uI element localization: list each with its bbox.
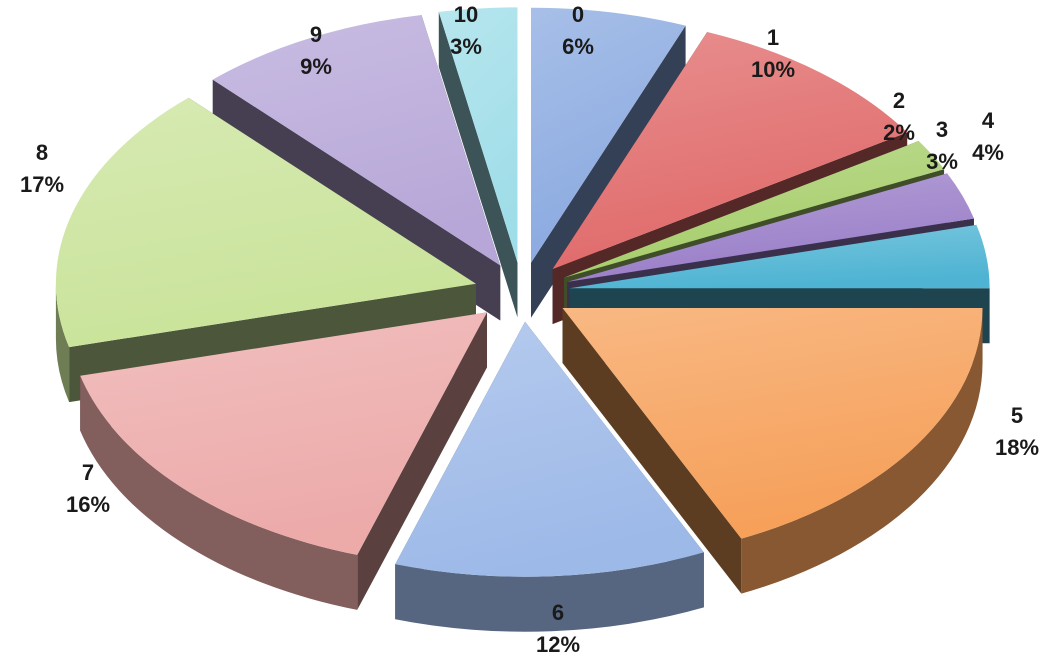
pie-label-6: 6 12% (536, 600, 580, 657)
pie-slice-5-rim (741, 307, 983, 594)
pie-label-0: 0 6% (562, 2, 594, 59)
pie-label-percent: 10% (751, 57, 795, 82)
pie-slice-10-top (438, 7, 518, 263)
pie-label-9: 9 9% (300, 22, 332, 79)
pie-label-percent: 18% (995, 435, 1039, 460)
pie-label-category: 1 (767, 25, 779, 50)
pie-label-percent: 6% (562, 34, 594, 59)
pie-slice-8-top (55, 97, 476, 348)
pie-slice-0-top (530, 7, 686, 263)
pie-slice-2-top (564, 141, 945, 278)
pie-label-7: 7 16% (66, 460, 110, 517)
pie-slice-6-top (395, 321, 704, 577)
pie-label-5: 5 18% (995, 403, 1039, 460)
pie-label-percent: 2% (883, 120, 915, 145)
pie-label-category: 5 (1011, 403, 1023, 428)
pie-label-10: 10 3% (450, 2, 482, 59)
pie-slice-10 (438, 7, 518, 318)
pie-label-category: 9 (310, 22, 322, 47)
pie-label-category: 0 (572, 2, 584, 27)
pie-slice-5 (562, 307, 983, 594)
pie-slice-6 (395, 321, 704, 632)
pie-label-category: 6 (552, 600, 564, 625)
pie-slice-7-wall-start (357, 312, 488, 610)
pie-labels: 0 6% 1 10%2 2% 3 3%4 4%5 18%6 12%7 16%8 17%9 9%10 3% (20, 2, 1039, 657)
pie-label-1: 1 10% (751, 25, 795, 82)
pie-label-category: 4 (982, 108, 995, 133)
pie-label-8: 8 17% (20, 140, 64, 197)
pie-label-category: 10 (454, 2, 478, 27)
pie-slice-7-rim (80, 375, 358, 610)
pie-slice-9-top (212, 15, 501, 266)
pie-slice-4-top (569, 224, 990, 289)
pie-slice-7-top (80, 312, 488, 555)
pie-slice-1-top (552, 31, 908, 270)
pie-label-percent: 4% (972, 140, 1004, 165)
pie-label-category: 8 (36, 140, 48, 165)
pie-slice-3-top (567, 173, 974, 282)
pie-slice-5-top (562, 307, 983, 539)
pie-label-category: 7 (82, 460, 94, 485)
pie-slice-7 (80, 312, 488, 610)
pie-label-percent: 16% (66, 492, 110, 517)
pie-label-2: 2 2% (883, 88, 915, 145)
pie-label-percent: 9% (300, 54, 332, 79)
pie-label-percent: 3% (450, 34, 482, 59)
pie-label-4: 4 4% (972, 108, 1004, 165)
pie-label-percent: 12% (536, 632, 580, 657)
pie-label-category: 2 (893, 88, 905, 113)
pie-slices (55, 7, 990, 632)
pie-label-category: 3 (936, 117, 948, 142)
pie-label-3: 3 3% (926, 117, 958, 174)
pie-slice-5-wall-end (562, 307, 742, 594)
pie-slice-8-rim (55, 283, 70, 403)
pie-label-percent: 3% (926, 149, 958, 174)
pie-slice-10-wall-start (438, 11, 518, 318)
pie-label-percent: 17% (20, 172, 64, 197)
pie-slice-6-rim (395, 552, 704, 632)
